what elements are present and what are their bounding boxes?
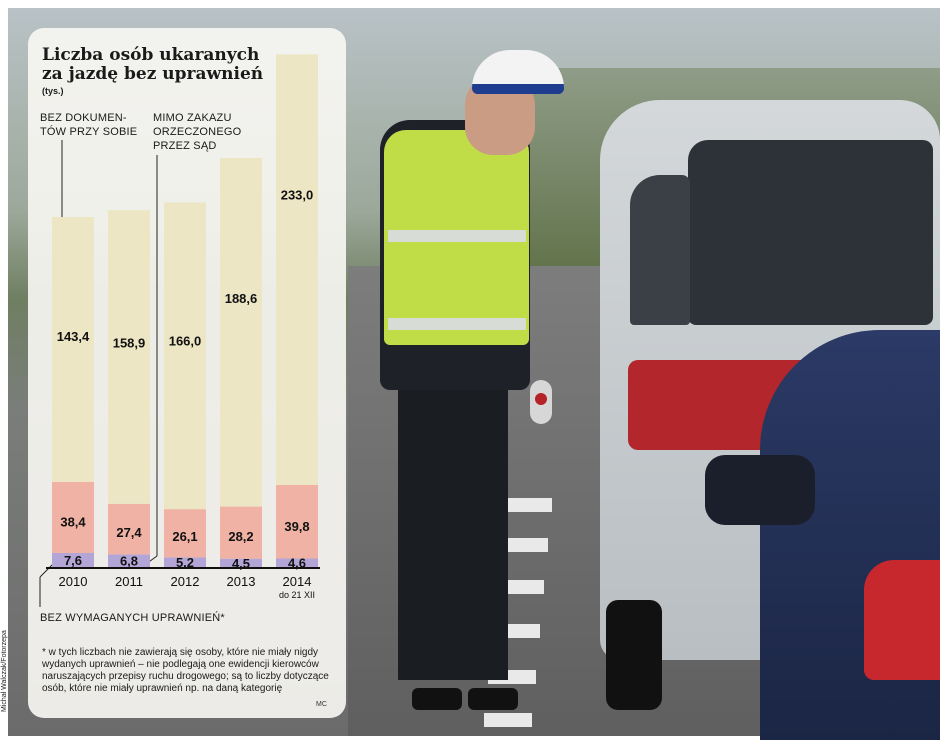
x-tick-label-2014: 2014 bbox=[283, 574, 312, 589]
annotation-court-ban-line2: ORZECZONEGO bbox=[153, 126, 242, 138]
annotation-court-ban-line1: MIMO ZAKAZU bbox=[153, 112, 232, 124]
minivan-rear-window bbox=[688, 140, 933, 325]
x-tick-label-2010: 2010 bbox=[59, 574, 88, 589]
bar-segment-no-license-2010 bbox=[52, 552, 94, 567]
chart-unit: (tys.) bbox=[42, 86, 64, 96]
annotation-leader-lines bbox=[39, 140, 158, 607]
officer-shoe bbox=[468, 688, 518, 710]
data-label-no-documents-2012: 166,0 bbox=[169, 333, 202, 348]
vest-reflective-stripe bbox=[388, 230, 526, 242]
x-tick-label-2013: 2013 bbox=[227, 574, 256, 589]
bar-segment-no-license-2014 bbox=[276, 558, 318, 567]
minivan-side-window bbox=[630, 175, 690, 325]
bar-segment-no-documents-2013 bbox=[220, 158, 262, 507]
bar-segment-court-ban-2010 bbox=[52, 481, 94, 553]
bar-segment-court-ban-2012 bbox=[164, 509, 206, 558]
data-label-no-documents-2013: 188,6 bbox=[225, 291, 258, 306]
bar-segment-no-license-2012 bbox=[164, 557, 206, 567]
bars-group: 7,638,4143,46,827,4158,95,226,1166,04,52… bbox=[52, 54, 318, 571]
data-label-court-ban-2014: 39,8 bbox=[284, 519, 309, 534]
lane-marking bbox=[504, 498, 552, 512]
traffic-paddle-dot bbox=[535, 393, 547, 405]
chart-title-line1: Liczba osób ukaranych bbox=[42, 45, 260, 65]
officer-cap bbox=[472, 50, 564, 94]
bar-segment-no-documents-2011 bbox=[108, 210, 150, 504]
lane-marking bbox=[484, 713, 532, 727]
data-label-no-license-2012: 5,2 bbox=[176, 555, 194, 570]
chart-title-line2: za jazdę bez uprawnień bbox=[42, 64, 264, 84]
lane-marking bbox=[496, 580, 544, 594]
x-tick-label-2012: 2012 bbox=[171, 574, 200, 589]
bar-segment-no-license-2013 bbox=[220, 558, 262, 567]
bar-segment-court-ban-2014 bbox=[276, 484, 318, 559]
officer-legs bbox=[398, 380, 508, 680]
leader-line-no-license bbox=[39, 562, 55, 578]
data-label-court-ban-2010: 38,4 bbox=[60, 515, 86, 530]
data-label-no-license-2011: 6,8 bbox=[120, 554, 138, 569]
annotation-no-documents: BEZ DOKUMEN- TÓW PRZY SOBIE bbox=[40, 111, 137, 139]
x-tick-label-2011: 2011 bbox=[115, 574, 143, 589]
blue-car-mirror bbox=[705, 455, 815, 525]
bar-segment-no-license-2011 bbox=[108, 554, 150, 567]
annotation-no-license: BEZ WYMAGANYCH UPRAWNIEŃ* bbox=[40, 612, 225, 624]
data-label-court-ban-2012: 26,1 bbox=[172, 529, 197, 544]
data-label-no-license-2010: 7,6 bbox=[64, 553, 82, 568]
data-label-no-documents-2014: 233,0 bbox=[281, 187, 314, 202]
vest-reflective-stripe bbox=[388, 318, 526, 330]
bar-segment-court-ban-2011 bbox=[108, 503, 150, 555]
data-label-no-license-2014: 4,6 bbox=[288, 556, 306, 571]
bar-segment-no-documents-2014 bbox=[276, 54, 318, 485]
annotation-court-ban-line3: PRZEZ SĄD bbox=[153, 140, 217, 152]
data-label-no-documents-2011: 158,9 bbox=[113, 335, 146, 350]
photo-credit: Michał Walczak/Fotorzepa bbox=[1, 630, 8, 712]
bar-segment-no-documents-2010 bbox=[52, 216, 94, 482]
lane-marking bbox=[500, 538, 548, 552]
annotation-no-documents-line2: TÓW PRZY SOBIE bbox=[40, 126, 138, 138]
bar-segment-court-ban-2013 bbox=[220, 506, 262, 559]
author-initials: MC bbox=[316, 701, 327, 708]
data-label-no-documents-2010: 143,4 bbox=[57, 329, 90, 344]
bar-segment-no-documents-2012 bbox=[164, 202, 206, 510]
annotation-court-ban: MIMO ZAKAZU ORZECZONEGO PRZEZ SĄD bbox=[153, 111, 241, 153]
officer-shoe bbox=[412, 688, 462, 710]
footnote: * w tych liczbach nie zawierają się osob… bbox=[42, 647, 329, 694]
data-label-court-ban-2011: 27,4 bbox=[116, 525, 142, 540]
x-tick-sublabel-2014: do 21 XII bbox=[279, 590, 315, 600]
annotation-no-documents-line1: BEZ DOKUMEN- bbox=[40, 112, 127, 124]
data-label-court-ban-2013: 28,2 bbox=[228, 529, 253, 544]
chart-title: Liczba osób ukaranych za jazdę bez upraw… bbox=[42, 46, 263, 84]
blue-car-tail-light bbox=[864, 560, 940, 680]
minivan-wheel bbox=[606, 600, 662, 710]
